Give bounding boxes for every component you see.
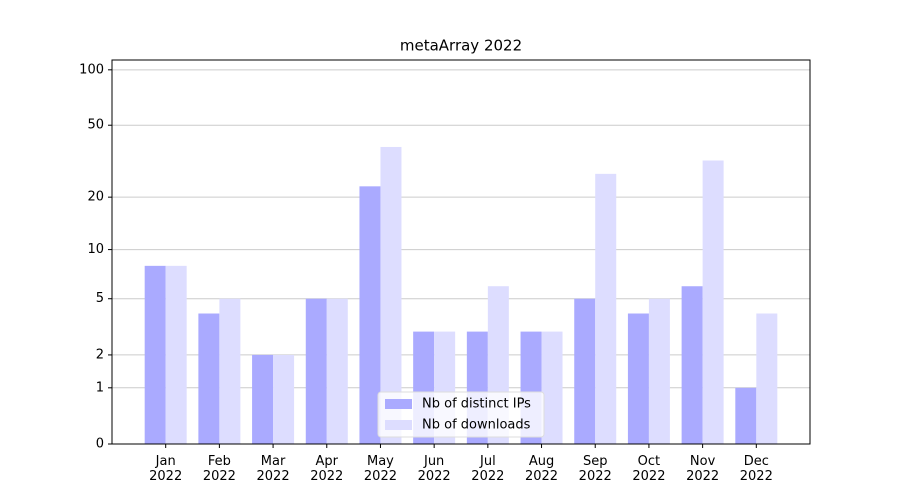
x-tick-label: Apr 2022 bbox=[310, 454, 344, 484]
bar bbox=[305, 298, 327, 444]
bar bbox=[359, 186, 381, 444]
bar bbox=[756, 313, 778, 444]
bar bbox=[702, 160, 724, 444]
x-tick-label: Jun 2022 bbox=[417, 454, 451, 484]
bar bbox=[735, 387, 757, 444]
y-tick-label: 2 bbox=[96, 347, 104, 362]
x-tick-label: Sep 2022 bbox=[578, 454, 612, 484]
x-tick-label: Feb 2022 bbox=[202, 454, 236, 484]
x-tick-label: Aug 2022 bbox=[524, 454, 559, 484]
bar bbox=[198, 313, 220, 444]
x-tick-label: Dec 2022 bbox=[739, 454, 773, 484]
bar bbox=[627, 313, 649, 444]
chart-title: metaArray 2022 bbox=[400, 37, 522, 55]
y-tick-label: 0 bbox=[96, 437, 104, 452]
x-tick-label: Jan 2022 bbox=[149, 454, 183, 484]
bar bbox=[165, 265, 187, 444]
y-tick-label: 10 bbox=[87, 242, 104, 257]
bar bbox=[273, 354, 295, 444]
bar bbox=[380, 146, 402, 444]
x-tick-label: Jul 2022 bbox=[471, 454, 505, 484]
y-tick-label: 50 bbox=[87, 118, 104, 133]
bar bbox=[144, 265, 166, 444]
bar bbox=[252, 354, 274, 444]
legend-swatch bbox=[385, 399, 412, 409]
plot-frame bbox=[111, 59, 811, 445]
y-tick-label: 100 bbox=[79, 62, 104, 77]
bar bbox=[574, 298, 596, 444]
y-tick-label: 20 bbox=[87, 190, 104, 205]
legend-swatch bbox=[385, 420, 412, 430]
bar bbox=[648, 298, 670, 444]
legend-box bbox=[377, 391, 545, 438]
legend: Nb of distinct IPs Nb of downloads bbox=[377, 391, 545, 438]
x-tick-label: Nov 2022 bbox=[686, 454, 720, 484]
x-tick-label: Mar 2022 bbox=[256, 454, 290, 484]
bar bbox=[326, 298, 348, 444]
legend-label: Nb of distinct IPs bbox=[422, 397, 531, 412]
x-tick-label: Oct 2022 bbox=[632, 454, 666, 484]
x-tick-label: May 2022 bbox=[363, 454, 397, 484]
y-tick-label: 1 bbox=[96, 380, 104, 395]
bar bbox=[681, 286, 703, 444]
bar bbox=[219, 298, 241, 444]
legend-label: Nb of downloads bbox=[422, 418, 531, 433]
bar bbox=[541, 331, 563, 444]
y-tick-label: 5 bbox=[96, 291, 104, 306]
bar bbox=[595, 173, 617, 444]
